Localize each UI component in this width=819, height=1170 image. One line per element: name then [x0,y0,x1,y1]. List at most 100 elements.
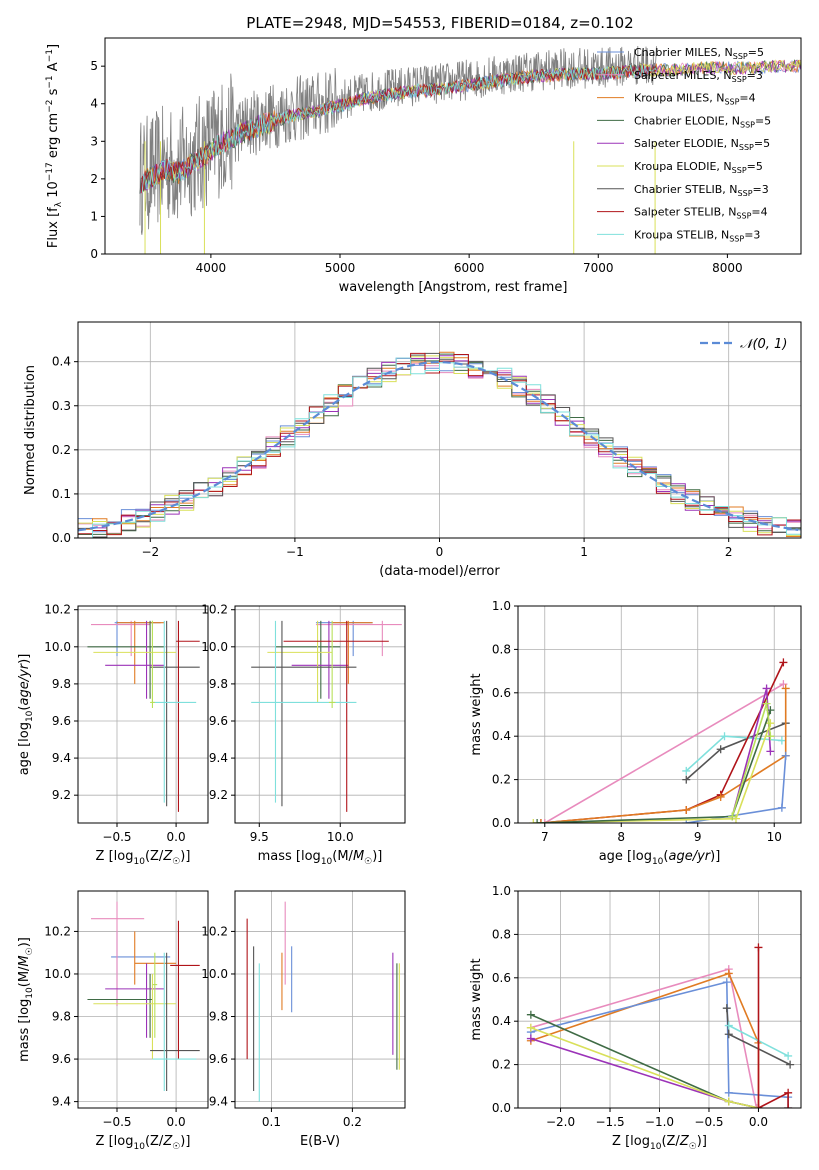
x-tick-label: 5000 [325,261,356,275]
weight-marker [526,1034,535,1043]
y-axis-label: mass weight [469,673,484,755]
y-tick-label: 3 [90,134,98,148]
histogram-chabrier-stelib [78,352,801,538]
y-tick-label: 9.6 [209,1052,228,1066]
x-axis-label: wavelength [Angstrom, rest frame] [339,280,568,295]
axes-spectrum: 4000 5000 6000 7000 8000 0 1 2 3 4 5 wavelength [An… [45,37,802,295]
legend-entry: 𝒩(0, 1) [740,337,787,352]
weight-marker [754,1104,763,1108]
y-axis-label: Flux [fλ 10−17 erg cm−2 s−1 A−1] [45,44,64,248]
weight-marker [781,751,790,760]
weight-marker [682,766,691,775]
y-axis-label: mass weight [469,958,484,1040]
y-tick-label: 1 [90,209,98,223]
x-axis-label: (data-model)/error [379,564,500,579]
y-tick-label: 0.2 [492,1058,511,1072]
y-tick-label: 9.6 [52,1052,71,1066]
weight-line [757,947,789,1108]
weight-marker [529,819,538,823]
y-tick-label: 9.4 [209,751,228,765]
weight-marker [533,819,542,823]
x-tick-label: 0 [436,545,444,559]
y-tick-label: 0.8 [492,927,511,941]
error-point [152,620,197,803]
y-tick-label: 4 [90,97,98,111]
error-point [251,620,357,803]
error-point [150,952,200,1091]
weight-marker [716,745,725,754]
y-tick-label: 0.6 [492,971,511,985]
error-point [93,973,177,1060]
y-tick-label: 10.2 [44,603,71,617]
weight-line [530,1037,759,1108]
weight-marker [716,792,725,801]
error-point [332,620,373,684]
plot-area-weight_vs_Z [526,943,795,1108]
y-axis-label: Normed distribution [23,365,38,495]
y-tick-label: 9.8 [52,1010,71,1024]
error-point [150,620,200,807]
y-tick-label: 0.0 [492,816,511,830]
legend-entry: Kroupa STELIB, NSSP=3 [634,228,760,243]
y-tick-label: 10.2 [201,603,228,617]
y-tick-label: 9.4 [52,1095,71,1109]
error-point [105,620,165,699]
x-tick-label: 0.0 [167,830,186,844]
weight-marker [724,1021,733,1030]
plot-area-age_vs_mass [251,620,402,812]
error-point [87,973,153,1038]
x-axis-label: Z [log10(Z/Z☉)] [96,849,191,867]
error-point [150,620,155,709]
error-point [91,620,151,657]
weight-marker [728,812,737,821]
weight-marker [777,803,786,812]
frame-age_vs_mass [234,605,406,824]
y-tick-label: 9.6 [209,714,228,728]
y-tick-label: 9.4 [209,1095,228,1109]
axes-weight_vs_Z: −2.0 −1.5 −1.0 −0.5 0.0 0.0 0.2 0.4 0.6 0.8 1.0 Z [… [469,884,802,1152]
error-point [251,620,357,807]
legend-entry: Chabrier ELODIE, NSSP=5 [634,114,771,129]
x-tick-label: 8 [617,830,625,844]
weight-marker [779,658,788,667]
plot-area-age_vs_Z [87,620,200,812]
y-tick-label: 10.2 [201,924,228,938]
weight-marker [720,732,729,741]
error-point [267,620,333,703]
plot-area-spectrum [139,45,801,254]
plot-area-weight_vs_age [529,658,790,823]
axes-mass_vs_EBV: 0.1 0.2 9.4 9.6 9.8 10.0 10.2 E(B-V) [201,890,406,1149]
y-tick-label: 10.0 [44,967,71,981]
weight-marker [526,1010,535,1019]
y-tick-label: 1.0 [492,884,511,898]
error-point [170,920,200,1060]
x-tick-label: −2.0 [546,1115,575,1129]
legend-entry: Salpeter STELIB, NSSP=4 [634,206,768,221]
y-tick-label: 10.0 [201,967,228,981]
x-tick-label: 6000 [454,261,485,275]
x-tick-label: 4000 [196,261,227,275]
y-tick-label: 9.2 [52,788,71,802]
error-point [315,620,373,657]
legend: Chabrier MILES, NSSP=5 Salpeter MILES, NS… [597,46,771,243]
y-tick-label: 9.4 [52,751,71,765]
weight-marker [781,684,790,693]
error-point [176,620,200,812]
weight-marker [784,1088,793,1097]
y-tick-label: 0.1 [52,487,71,501]
weight-marker [784,1051,793,1060]
frame-age_vs_Z [77,605,209,824]
x-tick-label: 7000 [583,261,614,275]
x-tick-label: 7 [541,830,549,844]
weight-line [540,662,785,823]
weight-marker [682,805,691,814]
y-tick-label: 5 [90,59,98,73]
axes-mass_vs_Z: −0.5 0.0 9.4 9.6 9.8 10.0 10.2 Z [log10(Z/Z☉)] m… [17,890,209,1152]
y-tick-label: 0.4 [492,1014,511,1028]
x-axis-label: mass [log10(M/M☉)] [258,849,383,867]
y-tick-label: 0.6 [492,686,511,700]
weight-marker [779,680,788,689]
x-axis-label: age [log10(age/yr)] [599,849,721,867]
x-tick-label: 10 [767,830,782,844]
